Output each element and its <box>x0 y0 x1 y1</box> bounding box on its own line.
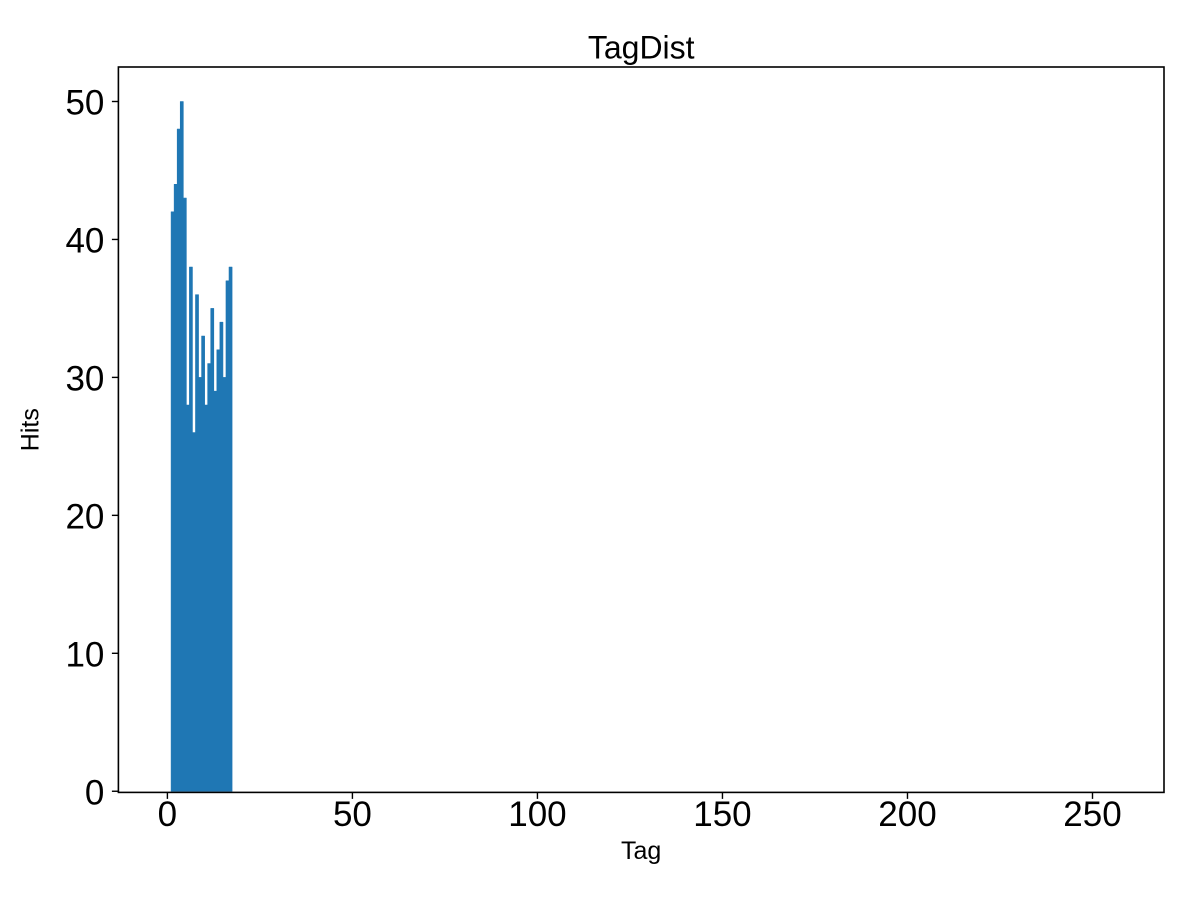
svg-text:40: 40 <box>65 221 104 260</box>
svg-text:20: 20 <box>65 497 104 536</box>
svg-text:10: 10 <box>65 635 104 674</box>
svg-text:50: 50 <box>333 795 372 834</box>
svg-text:0: 0 <box>158 795 177 834</box>
svg-text:150: 150 <box>693 795 751 834</box>
svg-text:TagDist: TagDist <box>588 29 695 65</box>
svg-text:200: 200 <box>878 795 936 834</box>
svg-text:50: 50 <box>65 84 104 123</box>
svg-text:Hits: Hits <box>17 408 45 451</box>
svg-text:30: 30 <box>65 359 104 398</box>
svg-text:100: 100 <box>508 795 566 834</box>
svg-text:Tag: Tag <box>621 837 661 865</box>
svg-text:250: 250 <box>1063 795 1121 834</box>
svg-text:0: 0 <box>85 773 104 812</box>
